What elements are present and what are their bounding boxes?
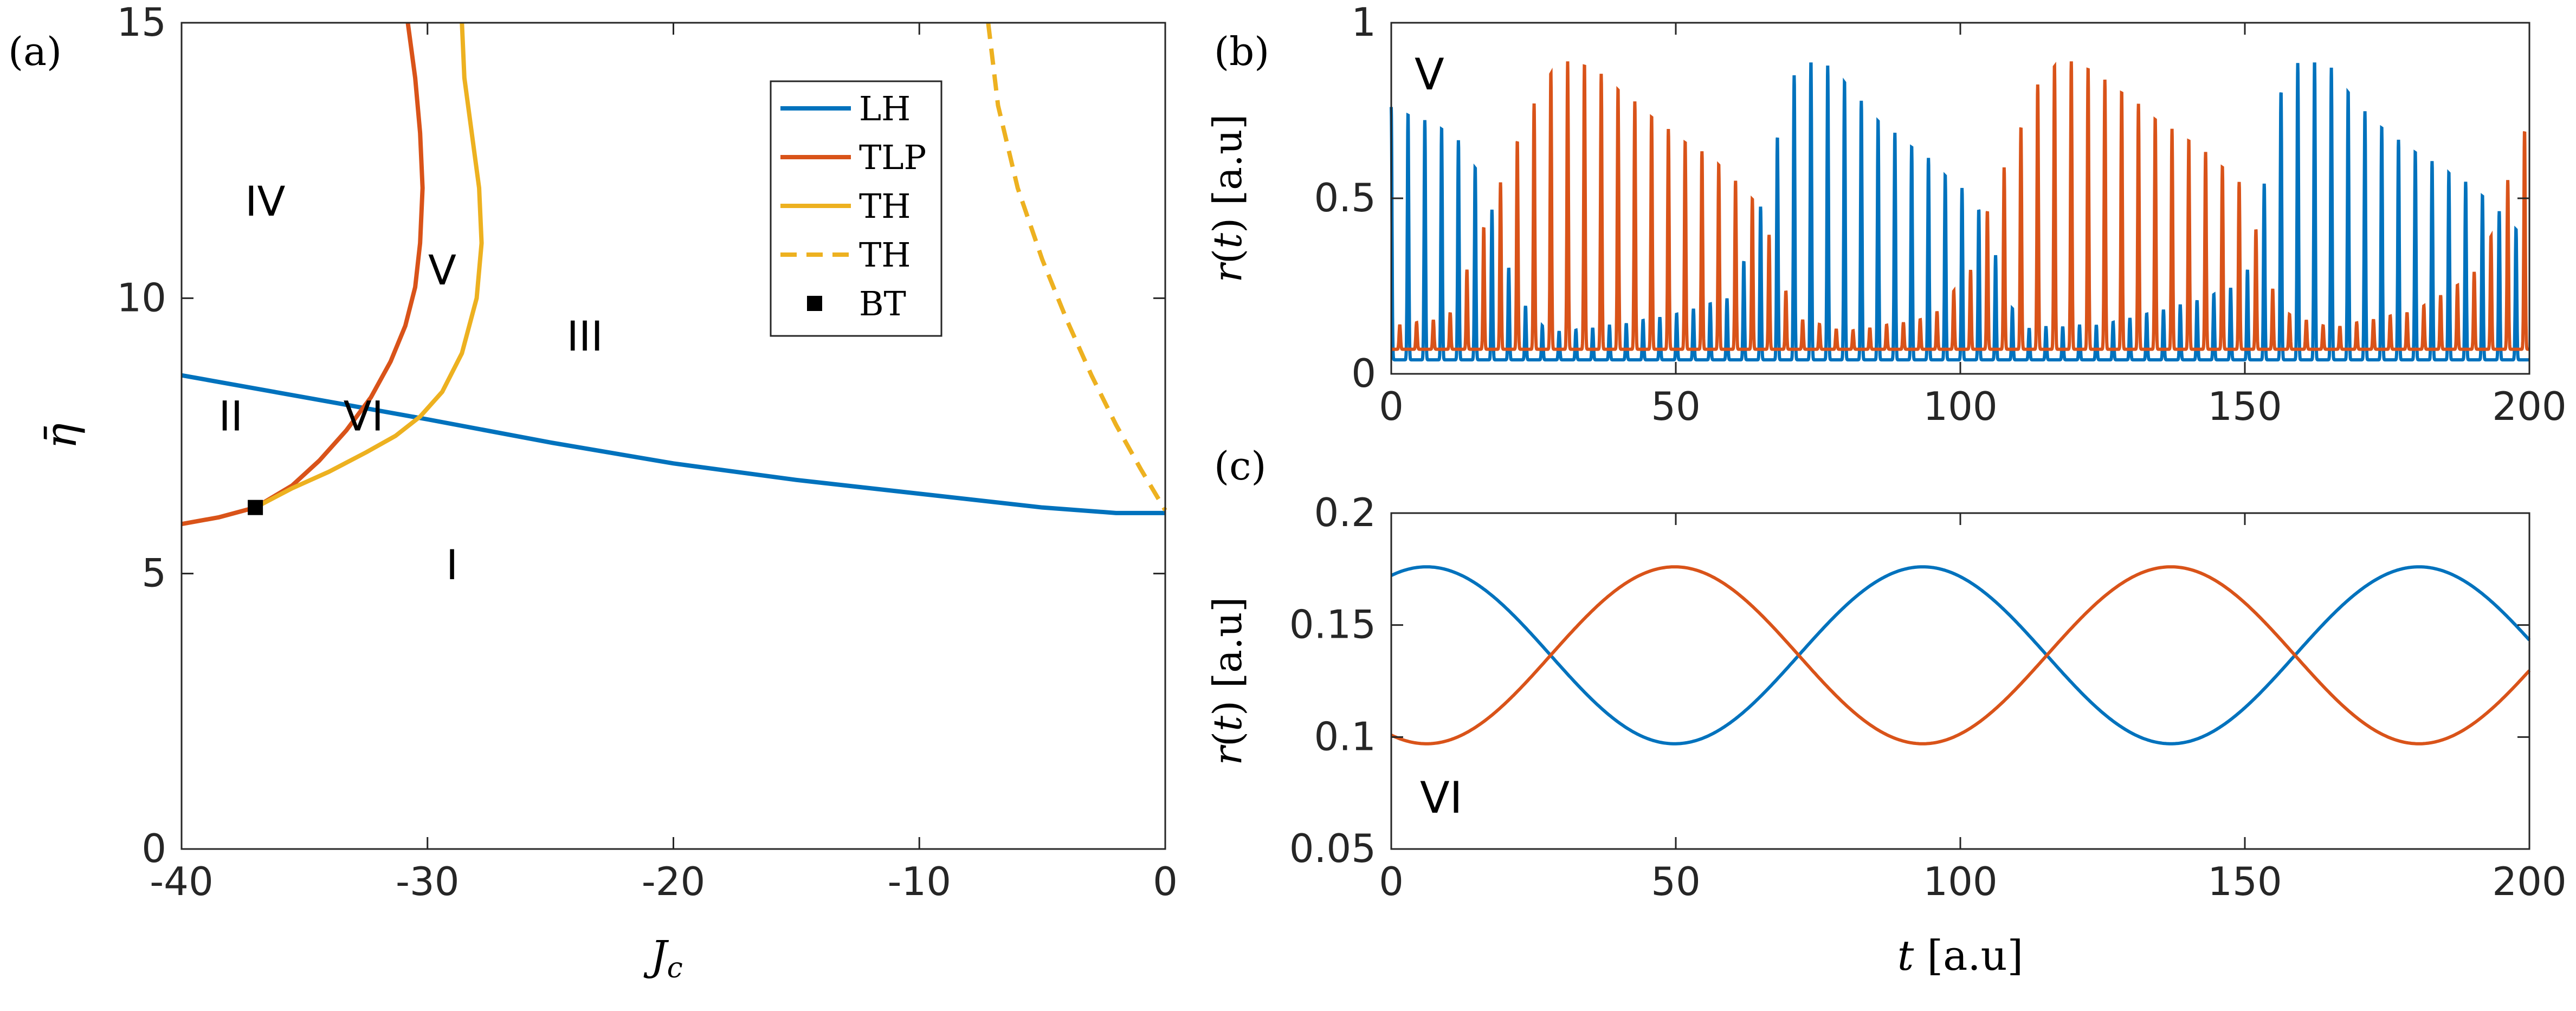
- panel-a-xlabel: Jc: [643, 931, 683, 984]
- panel-c: (c) 0 50 100 150 200 0.05 0.1 0.15 0.2 VI r(t) […: [1205, 443, 2567, 980]
- panel-c-ylabel: r(t) [a.u]: [1205, 597, 1250, 766]
- panel-c-axes-box: [1390, 512, 2530, 850]
- y-tick-label: 0: [1351, 351, 1376, 396]
- x-tick-label: 0: [1379, 384, 1404, 429]
- panel-c-xlabel: t [a.u]: [1897, 931, 2023, 980]
- x-tick-label: 100: [1923, 384, 1997, 429]
- y-tick-label: 0: [141, 826, 166, 871]
- region-label: V: [428, 246, 456, 294]
- panel-a-label: (a): [8, 29, 62, 74]
- panel-c-series: [1390, 565, 2531, 746]
- series-lh-solid: [181, 373, 1165, 515]
- panel-a-series: [181, 22, 1167, 527]
- y-tick-label: 0.05: [1289, 826, 1376, 871]
- series-th-solid: [254, 22, 484, 510]
- series-th-dashed: [986, 22, 1167, 511]
- x-tick-label: 100: [1923, 859, 1997, 904]
- x-tick-label: 50: [1651, 859, 1701, 904]
- panel-b-annotation: V: [1415, 49, 1444, 100]
- x-tick-label: 0: [1379, 859, 1404, 904]
- panel-b-series-1: [1390, 62, 2529, 362]
- y-tick-label: 0.5: [1314, 175, 1376, 221]
- panel-b-label: (b): [1214, 29, 1269, 74]
- legend-label-th-solid: TH: [859, 186, 911, 226]
- y-tick-label: 1: [1351, 0, 1376, 45]
- x-tick-label: 0: [1153, 859, 1178, 904]
- region-label: III: [567, 312, 603, 360]
- series-tlp-solid: [181, 22, 425, 527]
- x-tick-label: 150: [2207, 384, 2282, 429]
- legend-label-th-dashed: TH: [859, 235, 911, 275]
- panel-b-series: [1390, 61, 2529, 362]
- region-label: I: [446, 541, 458, 589]
- x-tick-label: -30: [396, 859, 460, 904]
- x-tick-label: 200: [2492, 859, 2566, 904]
- legend-box: [770, 80, 942, 337]
- panel-a-axes-box: [180, 22, 1166, 850]
- x-tick-label: -20: [642, 859, 706, 904]
- x-tick-label: -40: [150, 859, 214, 904]
- panel-c-series-1: [1390, 565, 2531, 746]
- panel-c-label: (c): [1214, 443, 1267, 489]
- y-tick-label: 5: [141, 550, 166, 596]
- panel-a-ticks: -40 -30 -20 -10 0 0 5 10 15: [117, 0, 1178, 904]
- region-label: VI: [344, 392, 384, 440]
- legend-swatch-bt: [807, 296, 822, 311]
- panel-c-ticks: 0 50 100 150 200 0.05 0.1 0.15 0.2: [1289, 490, 2567, 904]
- x-tick-label: 200: [2492, 384, 2566, 429]
- panel-b-series-2: [1391, 61, 2529, 351]
- y-tick-label: 10: [117, 275, 166, 320]
- panel-c-annotation: VI: [1420, 773, 1462, 823]
- y-tick-label: 0.1: [1314, 714, 1376, 759]
- y-tick-label: 0.15: [1289, 602, 1376, 647]
- bt-marker: [248, 500, 263, 515]
- legend-label-tlp: TLP: [859, 138, 926, 177]
- panel-c-series-2: [1390, 565, 2531, 746]
- legend-label-bt: BT: [859, 284, 906, 323]
- y-tick-label: 15: [117, 0, 166, 45]
- region-label: II: [218, 392, 243, 440]
- panel-b-ticks: 0 50 100 150 200 0 0.5 1: [1314, 0, 2566, 429]
- x-tick-label: 50: [1651, 384, 1701, 429]
- panel-b: (b) 0 50 100 150 200 0 0.5 1 V r(t) [a.u]: [1205, 0, 2567, 429]
- y-tick-label: 0.2: [1314, 490, 1376, 535]
- x-tick-label: 150: [2207, 859, 2282, 904]
- legend: LH TLP TH TH BT: [770, 80, 942, 337]
- panel-a-ylabel: η̄: [36, 423, 86, 449]
- legend-label-lh: LH: [859, 89, 911, 128]
- x-tick-label: -10: [887, 859, 951, 904]
- region-label: IV: [245, 177, 285, 225]
- panel-b-ylabel: r(t) [a.u]: [1205, 114, 1250, 283]
